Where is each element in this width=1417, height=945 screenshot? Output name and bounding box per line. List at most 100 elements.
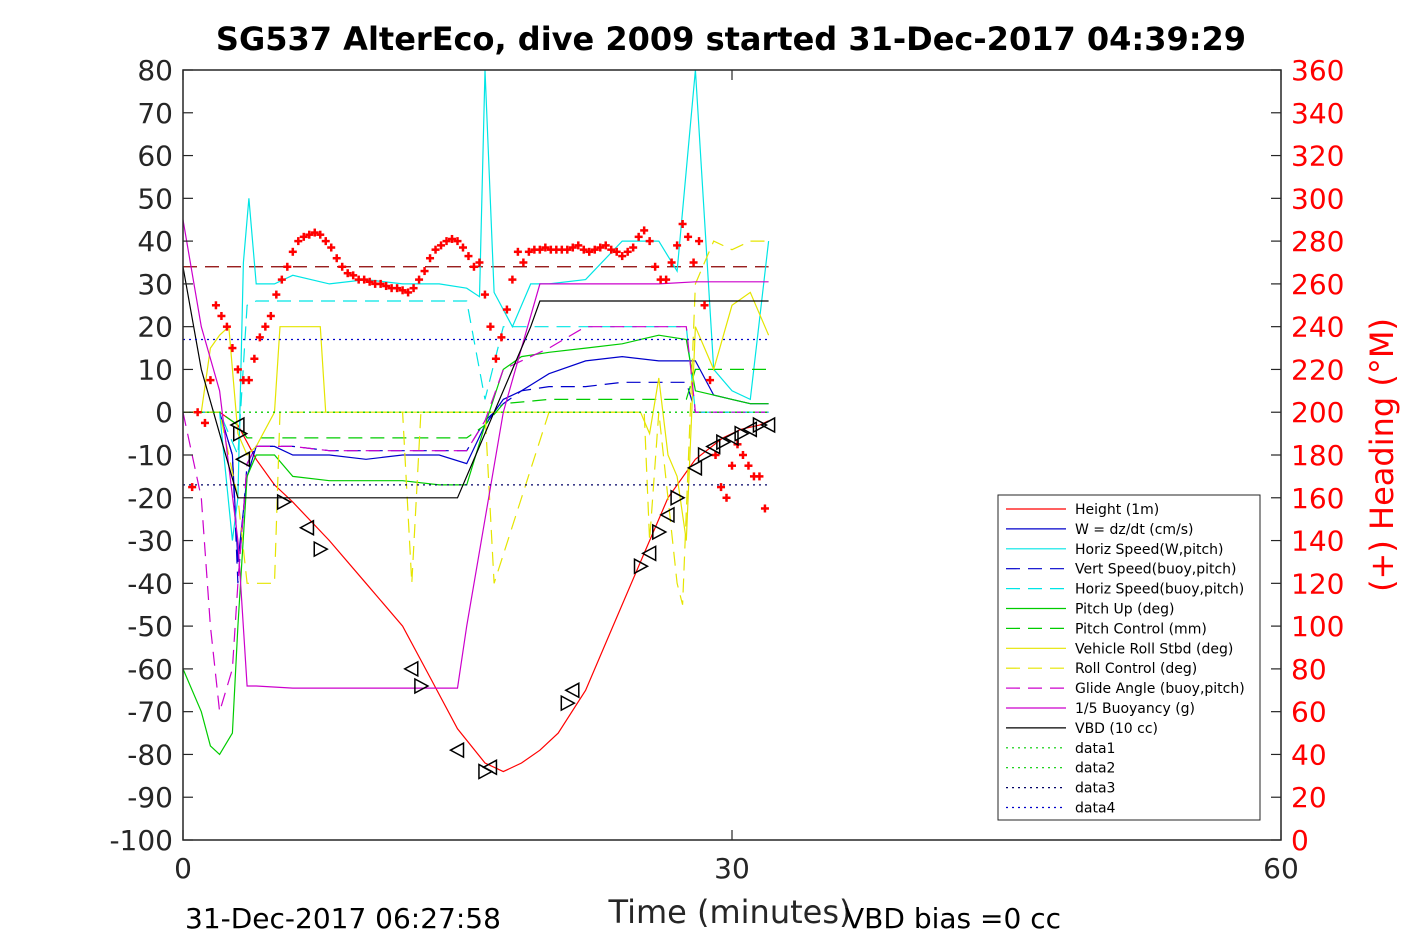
triangle-marker [276,493,293,511]
x-tick-label: 0 [174,852,192,885]
heading-point [601,241,610,250]
heading-point [365,277,374,286]
heading-point [684,232,693,241]
heading-point [453,237,462,246]
heading-point [513,247,522,256]
triangle-marker [652,523,668,541]
y-tick-label-right: 300 [1291,182,1344,215]
y-tick-label-left: 30 [137,268,173,301]
y-tick-label-left: -70 [127,696,173,729]
heading-point [376,279,385,288]
legend-entry-vehicle-roll-stbd-deg: Vehicle Roll Stbd (deg) [1075,641,1233,657]
y-tick-label-right: 60 [1291,696,1327,729]
heading-point [612,247,621,256]
legend-entry-data1: data1 [1075,741,1115,757]
heading-point [382,282,391,291]
triangle-marker [313,540,329,558]
heading-point [464,252,473,261]
heading-point [744,461,753,470]
legend: Height (1m) W = dz/dt (cm/s) Horiz Speed(W… [997,494,1261,821]
y-tick-label-left: -90 [127,781,173,814]
heading-point [706,376,715,385]
heading-point [332,254,341,263]
left-axis: 80 70 60 50 40 30 20 10 0 -10 -20 -30 -40 -50 -60 -70 -8… [109,54,193,857]
heading-point [585,247,594,256]
heading-point [755,472,764,481]
heading-point [420,267,429,276]
heading-point [211,301,220,310]
series-line-height-1m [183,411,769,773]
series-line-w-dz-dt-cm-s [183,355,769,562]
heading-point [475,258,484,267]
y-tick-label-right: 240 [1291,311,1344,344]
y-tick-label-right: 180 [1291,439,1344,472]
triangle-marker [633,557,650,575]
heading-point [321,237,330,246]
heading-point [662,275,671,284]
y-tick-label-left: -50 [127,610,173,643]
y-tick-label-right: 160 [1291,482,1344,515]
y-tick-label-right: 120 [1291,567,1344,600]
triangle-marker [734,425,750,442]
triangle-marker [641,545,657,562]
triangle-marker [659,506,675,524]
heading-point [689,258,698,267]
heading-point [305,230,314,239]
legend-entry-data2: data2 [1075,761,1115,777]
triangle-marker [686,459,703,477]
heading-point [695,237,704,246]
y-tick-label-right: 340 [1291,97,1344,130]
heading-point [310,228,319,237]
heading-point [327,243,336,252]
legend-entry-pitch-up-deg: Pitch Up (deg) [1075,602,1174,618]
right-axis: 3603403203002802602402202001801601401201… [1271,54,1344,857]
heading-point [645,237,654,246]
legend-entry-pitch-control-mm: Pitch Control (mm) [1075,621,1207,637]
heading-point [535,245,544,254]
y-tick-label-left: 50 [137,182,173,215]
legend-entry-w-dz-dt-cm-s: W = dz/dt (cm/s) [1075,522,1194,538]
heading-point [722,493,731,502]
heading-point [343,269,352,278]
heading-point [415,275,424,284]
heading-point [283,262,292,271]
heading-point [673,241,682,250]
triangle-marker [448,741,465,759]
heading-point [255,333,264,342]
heading-point [618,252,627,261]
heading-point [288,247,297,256]
triangle-marker [752,416,769,434]
heading-point [448,234,457,243]
y-tick-label-right: 80 [1291,653,1327,686]
heading-point [294,237,303,246]
heading-point [541,243,550,252]
heading-point [442,237,451,246]
triangle-marker [564,682,580,699]
heading-point [574,241,583,250]
legend-entry-glide-angle-buoy-pitch: Glide Angle (buoy,pitch) [1075,681,1245,697]
heading-point [491,354,500,363]
heading-point [277,275,286,284]
heading-point [272,290,281,299]
triangle-marker [741,421,758,438]
heading-point [519,258,528,267]
heading-point [261,322,270,331]
triangle-marker [403,660,419,678]
heading-point [338,262,347,271]
y-tick-label-right: 20 [1291,781,1327,814]
heading-point [193,408,202,417]
y-tick-label-left: 80 [137,54,173,87]
triangle-marker [716,433,732,451]
heading-point [760,504,769,513]
heading-point [393,284,402,293]
series-line-1-5-buoyancy-g [182,219,769,689]
y-tick-label-right: 260 [1291,268,1344,301]
legend-entry-1-5-buoyancy-g: 1/5 Buoyancy (g) [1075,701,1195,717]
heading-point [437,241,446,250]
y-tick-label-left: 10 [137,353,173,386]
chart-title: SG537 AlterEco, dive 2009 started 31-Dec… [216,20,1246,58]
triangle-marker [481,759,498,776]
heading-point [299,232,308,241]
